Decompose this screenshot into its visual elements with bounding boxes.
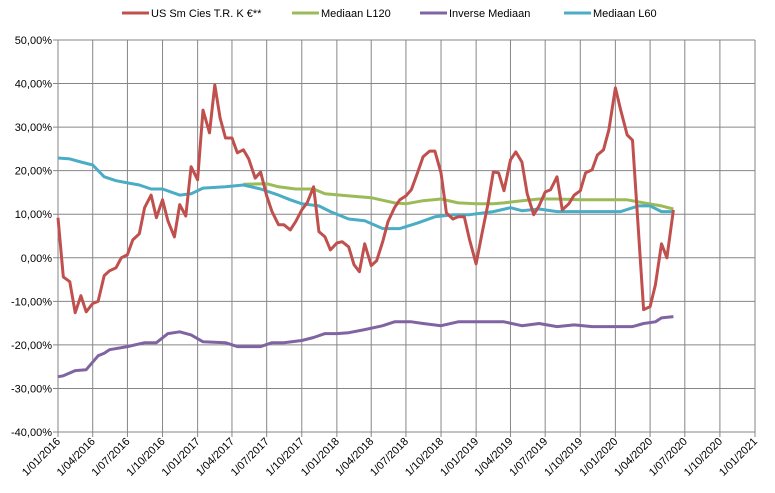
legend: US Sm Cies T.R. K €** Mediaan L120 Inverse… [122, 8, 657, 20]
series-line-2 [57, 315, 674, 379]
legend-label: Inverse Mediaan [449, 8, 530, 20]
x-axis: 1/01/20161/04/20161/07/20161/10/20161/01… [20, 436, 760, 479]
y-tick-label: 40,00% [15, 79, 53, 91]
legend-item: Mediaan L120 [292, 8, 391, 20]
y-tick-label: 20,00% [15, 166, 53, 178]
series-line-3 [57, 156, 674, 231]
legend-label: US Sm Cies T.R. K €** [151, 8, 262, 20]
y-tick-label: 30,00% [15, 122, 53, 134]
legend-label: Mediaan L60 [593, 8, 657, 20]
y-axis: -40,00% -30,00% -20,00% -10,00% 0,00% 10,00% 2… [11, 35, 52, 439]
y-tick-label: -20,00% [11, 340, 52, 352]
series-lines [56, 83, 675, 379]
x-tick-label: 1/01/2021 [717, 436, 760, 479]
y-tick-label: 10,00% [15, 209, 53, 221]
legend-item: Mediaan L60 [564, 8, 657, 20]
y-tick-label: 0,00% [21, 253, 52, 265]
legend-item: US Sm Cies T.R. K €** [122, 8, 262, 20]
y-tick-label: -10,00% [11, 296, 52, 308]
series-line-0 [56, 83, 675, 315]
y-tick-label: -40,00% [11, 427, 52, 439]
y-tick-label: -30,00% [11, 383, 52, 395]
legend-label: Mediaan L120 [321, 8, 391, 20]
y-tick-label: 50,00% [15, 35, 53, 47]
grid [53, 39, 756, 437]
legend-item: Inverse Mediaan [420, 8, 530, 20]
